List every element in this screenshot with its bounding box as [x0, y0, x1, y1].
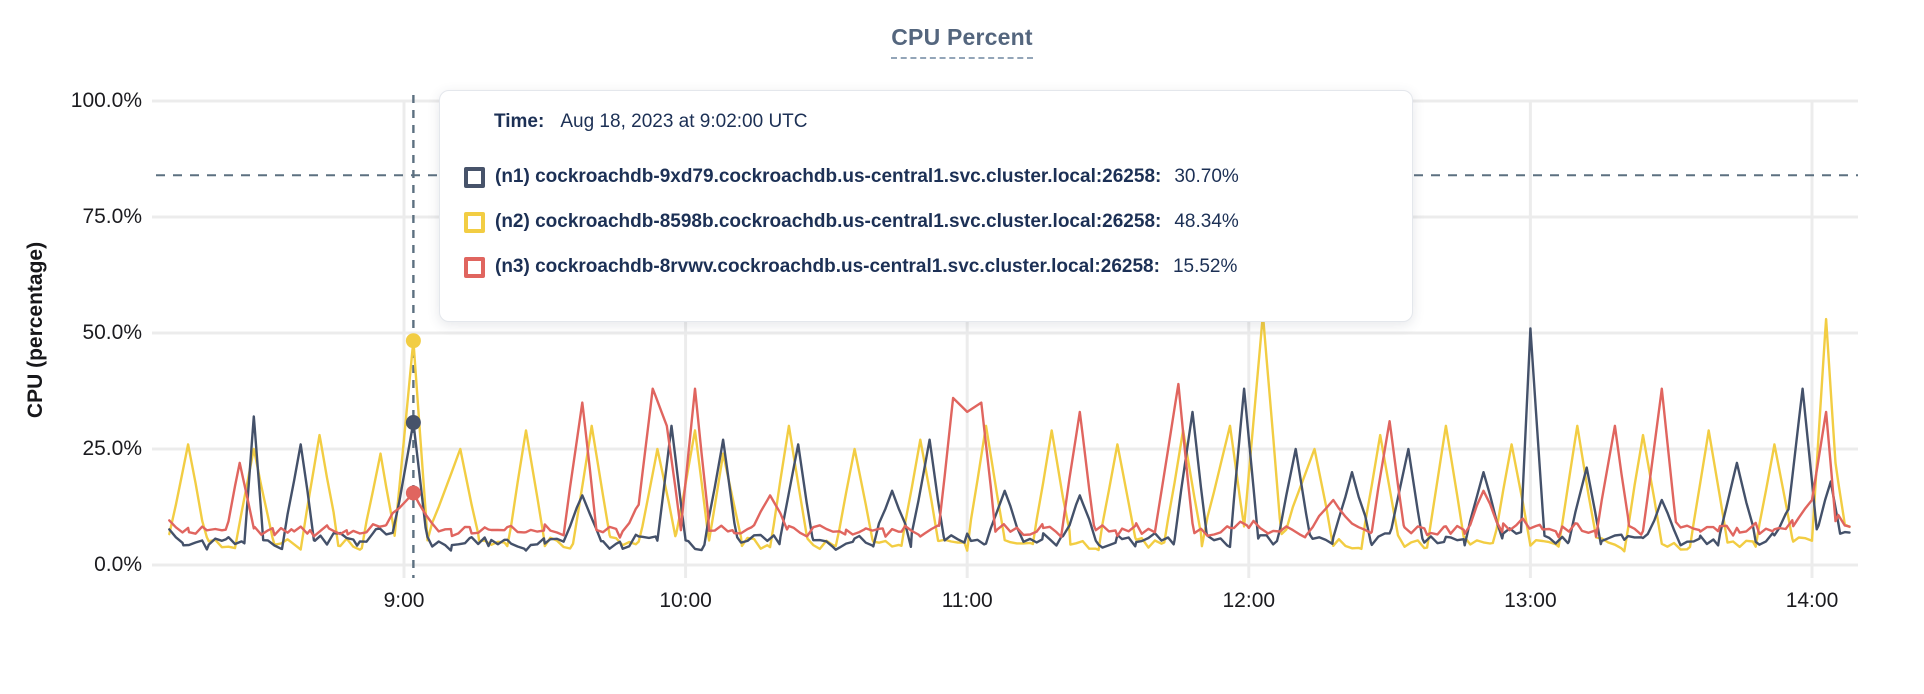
series-swatch-icon-n1 — [464, 166, 485, 188]
x-tick-label: 12:00 — [1222, 589, 1276, 612]
tooltip-time-row: Time: Aug 18, 2023 at 9:02:00 UTC — [494, 111, 1388, 133]
series-line-n3 — [168, 382, 1851, 539]
tooltip-series-label: (n3) cockroachdb-8rvwv.cockroachdb.us-ce… — [495, 256, 1160, 277]
chart-tooltip: Time: Aug 18, 2023 at 9:02:00 UTC (n1) co… — [439, 90, 1413, 322]
tooltip-time-label: Time: — [494, 111, 545, 132]
tooltip-series-value: 30.70% — [1174, 166, 1239, 187]
x-tick-label: 10:00 — [659, 589, 712, 612]
tooltip-legend: (n1) cockroachdb-9xd79.cockroachdb.us-ce… — [464, 163, 1388, 281]
series-swatch-icon-n3 — [464, 256, 485, 278]
y-tick-label: 100.0% — [70, 89, 142, 112]
crosshair-dot-n3 — [405, 485, 421, 501]
y-tick-label: 25.0% — [82, 437, 142, 460]
y-tick-label: 0.0% — [94, 553, 142, 576]
tooltip-series-row-n3: (n3) cockroachdb-8rvwv.cockroachdb.us-ce… — [464, 253, 1388, 281]
x-tick-label: 14:00 — [1785, 589, 1839, 612]
tooltip-series-value: 15.52% — [1172, 256, 1238, 277]
tooltip-series-value: 48.34% — [1174, 211, 1239, 232]
x-tick-label: 11:00 — [941, 589, 993, 612]
tooltip-series-row-n1: (n1) cockroachdb-9xd79.cockroachdb.us-ce… — [464, 163, 1388, 191]
tooltip-series-label: (n1) cockroachdb-9xd79.cockroachdb.us-ce… — [495, 166, 1162, 187]
chart-title[interactable]: CPU Percent — [891, 24, 1033, 59]
crosshair-dot-n1 — [405, 415, 421, 431]
series-swatch-icon-n2 — [464, 211, 485, 233]
tooltip-time-value: Aug 18, 2023 at 9:02:00 UTC — [560, 111, 808, 132]
y-tick-label: 50.0% — [82, 321, 142, 344]
series-line-n1 — [168, 327, 1851, 552]
series-line-n2 — [168, 313, 1851, 553]
tooltip-series-label: (n2) cockroachdb-8598b.cockroachdb.us-ce… — [495, 211, 1162, 232]
x-tick-label: 9:00 — [383, 589, 425, 612]
tooltip-series-row-n2: (n2) cockroachdb-8598b.cockroachdb.us-ce… — [464, 208, 1388, 236]
chart-header: CPU Percent — [0, 24, 1924, 59]
crosshair-dot-n2 — [405, 333, 421, 349]
y-tick-label: 75.0% — [82, 205, 142, 228]
x-tick-label: 13:00 — [1504, 589, 1557, 612]
